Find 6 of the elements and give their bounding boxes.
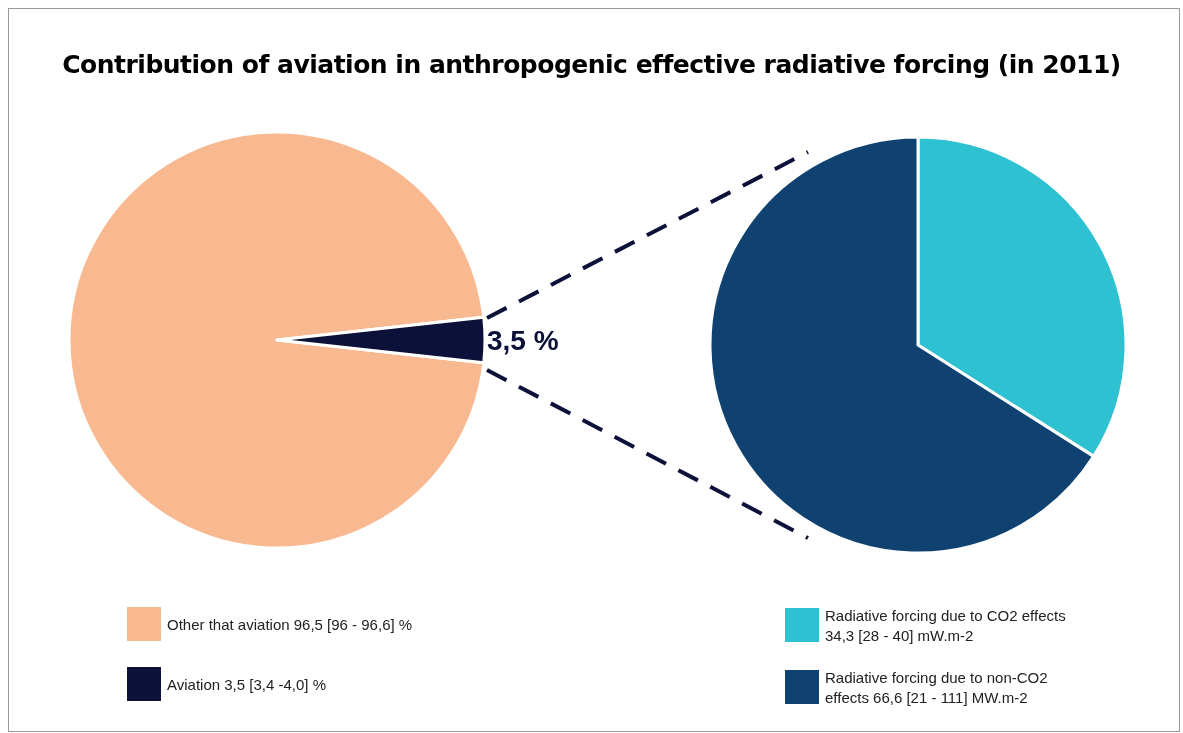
chart-title: Contribution of aviation in anthropogenic effective radiative forcing (in 2011) — [61, 50, 1122, 79]
legend-label: Other that aviation 96,5 [96 - 96,6] % — [167, 615, 413, 633]
legend-label: Radiative forcing due to CO2 effects 34,3 [28 - 40] mW.m-2 — [825, 606, 1070, 644]
legend-label: Aviation 3,5 [3,4 -4,0] % — [167, 675, 326, 693]
data-label: 3,5 % — [487, 324, 559, 356]
legend-label: Radiative forcing due to non-CO2 effects 66,6 [21 - 111] MW.m-2 — [825, 668, 1052, 706]
